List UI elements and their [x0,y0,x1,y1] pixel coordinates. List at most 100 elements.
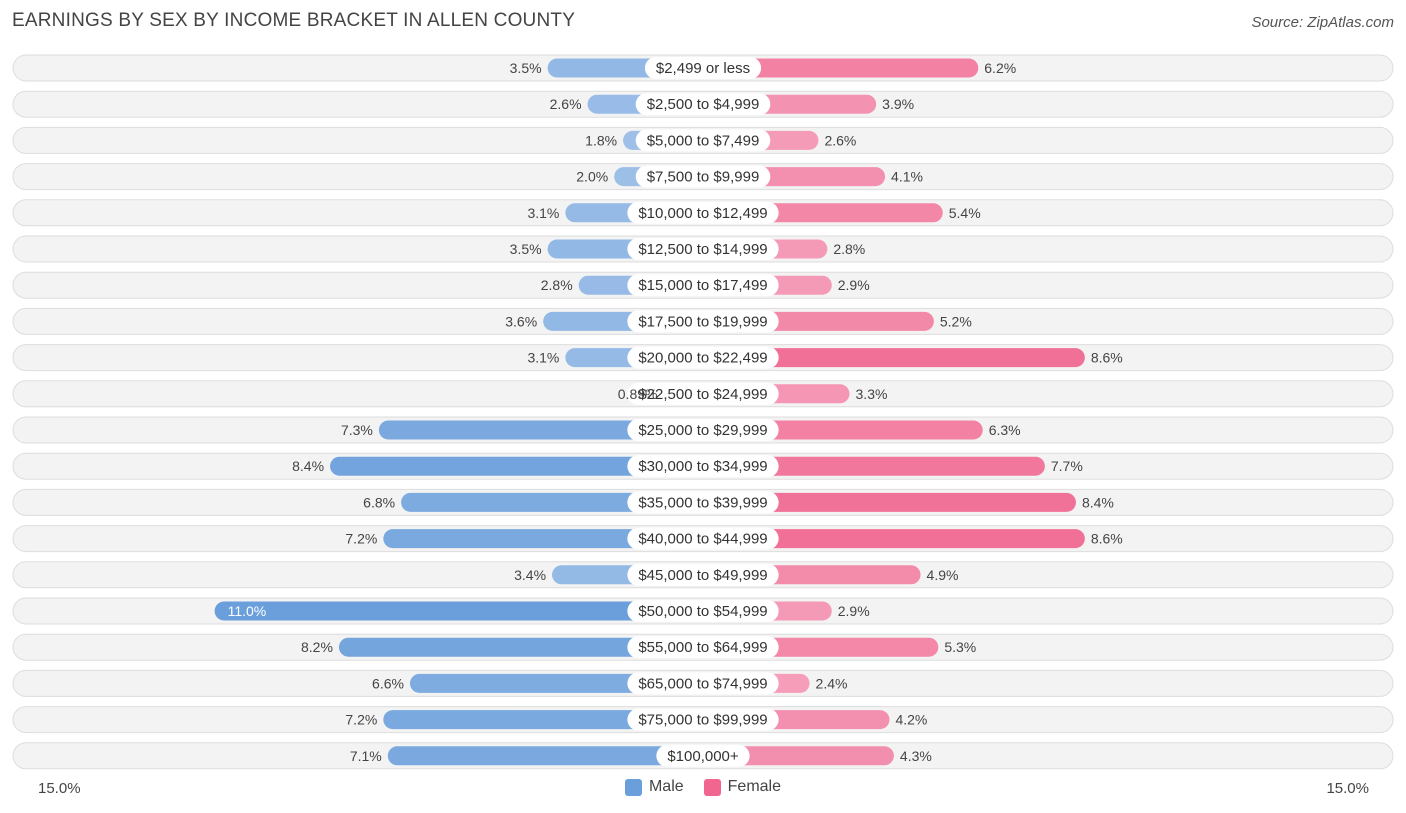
chart-canvas: $2,499 or less 3.5% 6.2% $2,500 to $4,999 2.… [12,54,1394,770]
category-pill [627,708,779,731]
category-pill [627,563,779,586]
female-value-label: 2.6% [824,132,856,148]
category-label: $30,000 to $34,999 [638,458,767,475]
category-label: $7,500 to $9,999 [647,169,760,186]
male-value-label: 8.2% [301,639,333,655]
male-value-label: 2.0% [576,169,608,185]
female-value-label: 3.3% [856,386,888,402]
male-value-label: 6.6% [372,675,404,691]
category-pill [635,93,771,116]
category-pill [627,455,779,478]
male-value-label: 3.5% [510,241,542,257]
category-label: $55,000 to $64,999 [638,639,767,656]
category-pill [656,744,750,767]
female-value-label: 5.4% [949,205,981,221]
category-pill [627,238,779,260]
category-label: $25,000 to $29,999 [638,422,767,439]
male-bar [383,710,703,730]
category-pill [627,346,779,369]
male-value-label: 8.4% [292,458,324,474]
category-pill [627,527,779,550]
category-label: $12,500 to $14,999 [638,241,767,258]
legend-label-female: Female [727,778,782,795]
male-bar [401,492,703,512]
category-label: $65,000 to $74,999 [638,675,767,692]
category-pill [627,382,779,405]
category-label: $17,500 to $19,999 [638,313,767,330]
male-bar [378,420,703,440]
legend-swatch-male [624,778,642,796]
male-value-label: 0.89% [618,386,658,402]
female-value-label: 6.2% [984,60,1016,76]
female-bar [703,348,1085,368]
male-value-label: 2.6% [550,96,582,112]
axis-right-label: 15.0% [1326,780,1369,797]
source-label: Source: ZipAtlas.com [1251,14,1394,31]
female-bar [703,492,1076,512]
female-value-label: 4.9% [927,567,959,583]
category-label: $10,000 to $12,499 [638,205,767,222]
female-value-label: 7.7% [1051,458,1083,474]
category-label: $22,500 to $24,999 [638,386,767,403]
female-bar [703,456,1045,476]
axis-left-label: 15.0% [38,780,81,797]
male-bar [330,456,703,476]
category-pill [627,419,779,441]
male-value-label: 3.4% [514,567,546,583]
category-label: $75,000 to $99,999 [638,712,767,729]
category-pill [627,672,779,695]
category-label: $100,000+ [667,748,739,765]
female-value-label: 2.8% [833,241,865,257]
female-value-label: 4.3% [900,748,932,764]
female-value-label: 8.6% [1091,531,1123,547]
category-pill [627,274,779,297]
category-label: $2,499 or less [656,60,750,77]
category-pill [644,57,762,79]
legend-item-female: Female [703,778,782,796]
category-label: $15,000 to $17,499 [638,277,767,294]
category-pill [627,491,779,514]
category-label: $20,000 to $22,499 [638,350,767,367]
category-label: $40,000 to $44,999 [638,531,767,548]
legend-swatch-female [703,778,721,796]
female-value-label: 6.3% [989,422,1021,438]
category-pill [635,129,771,152]
chart-title: EARNINGS BY SEX BY INCOME BRACKET IN ALL… [12,10,576,31]
male-bar [214,601,703,621]
female-bar [703,746,894,766]
female-value-label: 8.4% [1082,494,1114,510]
male-value-label: 11.0% [228,603,267,619]
legend-item-male: Male [624,778,684,796]
category-pill [627,310,779,333]
male-value-label: 7.2% [345,531,377,547]
male-value-label: 3.1% [527,350,559,366]
female-value-label: 5.2% [940,313,972,329]
female-value-label: 8.6% [1091,350,1123,366]
female-value-label: 3.9% [882,96,914,112]
male-bar [338,637,703,657]
female-value-label: 5.3% [944,639,976,655]
category-label: $35,000 to $39,999 [638,494,767,511]
male-value-label: 7.3% [341,422,373,438]
legend: Male Female [0,778,1406,796]
category-label: $2,500 to $4,999 [647,96,760,113]
category-label: $5,000 to $7,499 [647,132,760,149]
male-value-label: 3.6% [505,313,537,329]
male-value-label: 3.1% [527,205,559,221]
male-value-label: 2.8% [541,277,573,293]
female-value-label: 2.9% [838,277,870,293]
male-bar [383,529,703,549]
category-pill [635,165,771,188]
category-label: $45,000 to $49,999 [638,567,767,584]
male-bar [387,746,703,766]
female-value-label: 2.9% [838,603,870,619]
male-value-label: 7.2% [345,712,377,728]
male-value-label: 7.1% [350,748,382,764]
female-value-label: 4.1% [891,169,923,185]
male-value-label: 1.8% [585,132,617,148]
female-bar [703,529,1085,549]
category-pill [627,636,779,659]
category-pill [627,201,779,224]
legend-label-male: Male [648,778,684,795]
female-value-label: 2.4% [816,675,848,691]
